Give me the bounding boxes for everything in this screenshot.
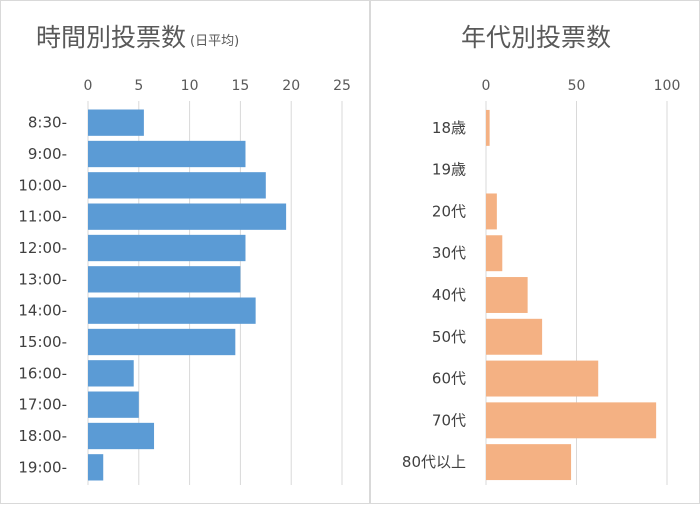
right-bar — [486, 360, 599, 397]
right-bar — [486, 277, 528, 313]
age-chart: 年代別投票数 0 50 100 18歳 19歳 20代 30代 40代 50代 60代 70代 80… — [402, 23, 681, 485]
left-category-label: 19:00- — [18, 458, 67, 476]
left-bar — [88, 422, 155, 450]
hourly-chart-title-note: (日平均) — [190, 34, 239, 49]
left-x-tick-label: 25 — [333, 78, 351, 94]
left-category-label: 8:30- — [28, 114, 67, 132]
left-bar — [88, 391, 139, 418]
right-bar — [486, 193, 497, 230]
left-x-tick-label: 5 — [134, 78, 143, 94]
left-x-tick-label: 15 — [231, 78, 249, 94]
left-category-label: 13:00- — [18, 270, 67, 288]
left-category-label: 10:00- — [18, 176, 67, 194]
right-bar — [486, 318, 543, 355]
right-category-label: 60代 — [432, 370, 466, 388]
left-bar — [88, 109, 144, 136]
right-bar — [486, 402, 657, 439]
chart-panel-age: 年代別投票数 0 50 100 18歳 19歳 20代 30代 40代 50代 60代 70代 80… — [370, 0, 700, 504]
left-category-label: 16:00- — [18, 364, 67, 382]
left-category-label: 17:00- — [18, 396, 67, 414]
right-category-label: 30代 — [432, 244, 466, 262]
left-category-label: 11:00- — [18, 208, 67, 226]
right-category-label: 80代以上 — [402, 453, 466, 471]
left-category-label: 18:00- — [18, 427, 67, 445]
left-bar — [88, 203, 287, 230]
right-x-tick-label: 50 — [568, 78, 586, 94]
right-bar — [486, 444, 572, 481]
left-bar — [88, 234, 246, 262]
age-chart-title: 年代別投票数 — [461, 23, 611, 52]
right-category-label: 19歳 — [432, 161, 466, 179]
left-category-label: 14:00- — [18, 302, 67, 320]
left-bar — [88, 360, 134, 387]
left-bar — [88, 328, 236, 356]
right-category-label: 40代 — [432, 286, 466, 304]
left-x-tick-label: 0 — [84, 78, 93, 94]
hourly-chart: 時間別投票数 (日平均) 0 5 10 15 20 25 8:30- 9:00- 10:00-… — [18, 23, 351, 485]
chart-panel-hourly: 時間別投票数 (日平均) 0 5 10 15 20 25 8:30- 9:00- 10:00-… — [0, 0, 370, 504]
right-bar — [486, 235, 503, 272]
right-x-tick-label: 0 — [482, 78, 491, 94]
left-category-label: 9:00- — [28, 145, 67, 163]
right-category-label: 50代 — [432, 328, 466, 346]
left-bar — [88, 140, 246, 168]
left-bar — [88, 297, 256, 324]
left-category-label: 12:00- — [18, 239, 67, 257]
left-x-tick-label: 10 — [181, 78, 199, 94]
left-category-label: 15:00- — [18, 333, 67, 351]
left-bar — [88, 454, 104, 481]
left-bar — [88, 172, 266, 199]
right-x-tick-label: 100 — [654, 78, 681, 94]
right-bar — [486, 109, 490, 146]
left-x-tick-label: 20 — [282, 78, 300, 94]
right-category-label: 18歳 — [432, 119, 466, 137]
right-category-label: 20代 — [432, 202, 466, 220]
left-bar — [88, 266, 241, 293]
right-category-label: 70代 — [432, 411, 466, 429]
hourly-chart-title: 時間別投票数 — [36, 23, 186, 52]
